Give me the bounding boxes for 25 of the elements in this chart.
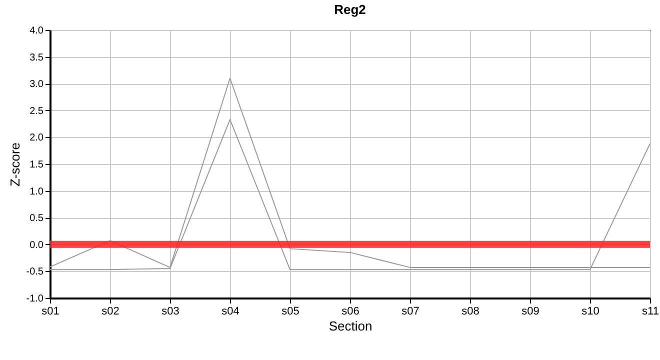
x-tick-label: s11 [642, 306, 659, 318]
y-tick-label: 2.0 [30, 132, 44, 144]
y-tick-label: -1.0 [26, 294, 44, 304]
y-tick-label: 0.0 [30, 240, 44, 251]
x-tick-label: s06 [342, 306, 360, 318]
x-tick-label: s08 [462, 306, 480, 318]
x-tick-label: s07 [402, 306, 420, 318]
x-axis-title: Section [328, 318, 372, 334]
y-tick-label: 3.5 [30, 52, 44, 64]
y-tick-label: 4.0 [30, 26, 44, 36]
x-tick-label: s09 [522, 306, 540, 318]
y-tick-label: 1.5 [30, 160, 44, 170]
chart-title: Reg2 [334, 2, 366, 17]
x-tick-label: s02 [102, 306, 120, 318]
y-tick-label: -0.5 [26, 266, 44, 278]
x-tick-label: s04 [222, 306, 240, 318]
x-tick-label: s01 [42, 306, 60, 318]
y-axis-title: Z-score [7, 142, 22, 187]
y-tick-label: 1.0 [30, 186, 44, 198]
y-tick-label: 0.5 [30, 213, 44, 224]
y-tick-label: 3.0 [30, 79, 44, 90]
y-tick-label: 2.5 [30, 106, 44, 117]
x-tick-label: s03 [162, 306, 180, 318]
x-tick-label: s10 [582, 306, 600, 318]
x-tick-label: s05 [282, 306, 300, 318]
